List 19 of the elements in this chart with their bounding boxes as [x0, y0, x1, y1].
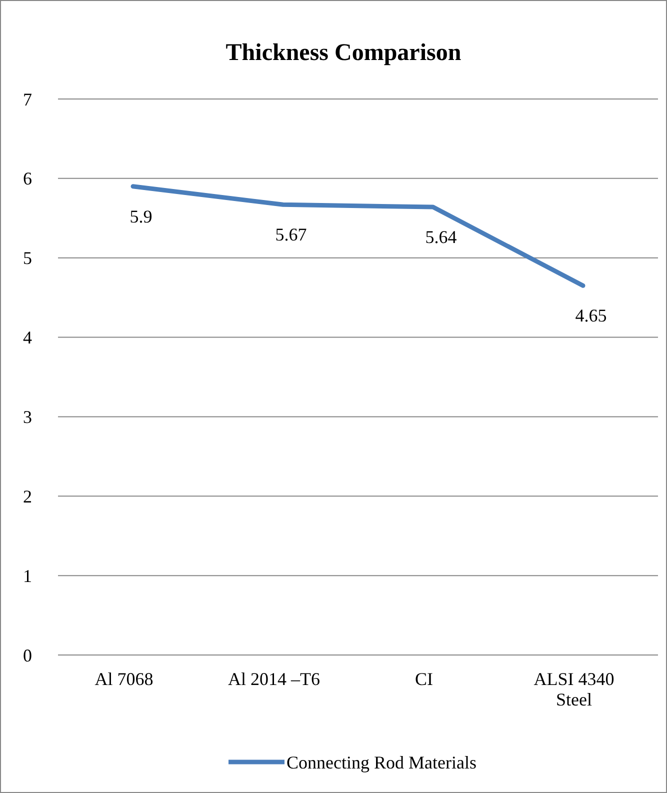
x-tick-label: Al 2014 –T6: [228, 669, 320, 689]
y-tick-label: 7: [23, 89, 32, 110]
data-label: 5.67: [275, 224, 307, 245]
y-tick-label: 5: [23, 248, 32, 268]
y-tick-label: 1: [23, 566, 32, 586]
y-tick-label: 0: [23, 645, 32, 666]
line-series: [130, 184, 586, 288]
data-label: 5.64: [425, 227, 457, 248]
y-tick-label: 3: [23, 407, 32, 428]
x-tick-label: Al 7068: [94, 669, 154, 689]
x-tick-label: ALSI 4340 Steel: [534, 669, 614, 710]
y-tick-label: 6: [23, 168, 32, 189]
y-tick-label: 4: [23, 328, 32, 348]
legend-label: Connecting Rod Materials: [286, 752, 476, 772]
data-label: 4.65: [575, 306, 607, 326]
x-tick-label: CI: [415, 669, 434, 689]
y-tick-label: 2: [23, 486, 32, 506]
data-label: 5.9: [130, 206, 152, 226]
chart-title: Thickness Comparison: [226, 40, 462, 66]
